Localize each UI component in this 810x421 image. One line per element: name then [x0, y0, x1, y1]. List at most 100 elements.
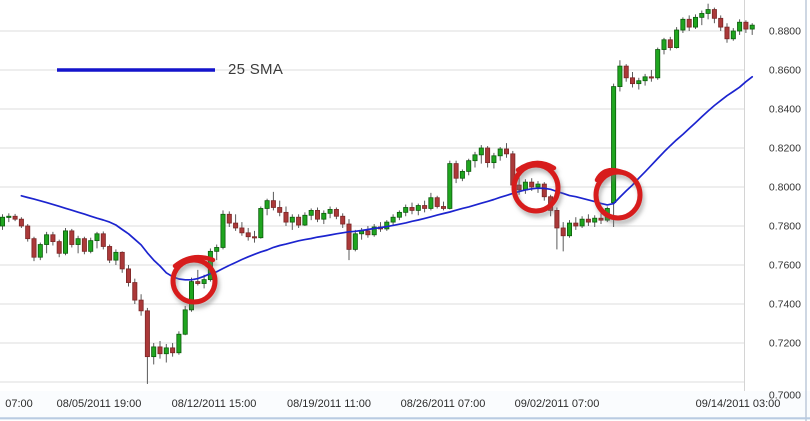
annotation-ellipse [170, 257, 218, 305]
x-axis-label: 09/02/2011 07:00 [515, 398, 600, 410]
candle-body [403, 207, 409, 213]
candlestick-down [233, 214, 239, 231]
candlestick-up [390, 214, 396, 226]
candle-body [674, 29, 680, 48]
candle-body [258, 208, 264, 239]
candle-body [516, 184, 522, 191]
candle-body [94, 233, 100, 242]
candle-body [308, 209, 314, 216]
y-axis-label: 0.7800 [769, 221, 801, 233]
candlestick-up [693, 14, 699, 30]
annotation-circle [593, 168, 643, 221]
candlestick-up [636, 77, 642, 90]
y-axis-label: 0.8200 [769, 143, 801, 155]
candle-body [144, 310, 150, 358]
candle-body [201, 279, 207, 284]
candlestick-up [592, 215, 598, 227]
candle-body [119, 251, 125, 270]
candlestick-down [107, 244, 113, 264]
annotation-tail [172, 254, 216, 269]
candlestick-down [485, 146, 491, 168]
sma-legend-label: 25 SMA [228, 61, 284, 78]
candle-body [365, 230, 371, 236]
candle-body [214, 247, 220, 252]
annotation-circle [170, 254, 218, 305]
candlestick-up [478, 145, 484, 164]
candle-body [88, 240, 94, 252]
candle-body [661, 39, 667, 50]
candlestick-up [6, 213, 12, 223]
candlestick-down [283, 206, 289, 226]
y-axis-label: 0.8400 [769, 104, 801, 116]
candlestick-up [0, 214, 5, 230]
candlestick-up [705, 3, 711, 20]
candlestick-down [170, 343, 176, 357]
candle-body [567, 222, 573, 237]
candlestick-down [573, 217, 579, 230]
candle-body [321, 212, 327, 220]
candle-body [686, 18, 692, 28]
candlestick-up [289, 214, 295, 230]
candlestick-down [119, 251, 125, 273]
candlestick-up [94, 231, 100, 249]
candlestick-down [667, 36, 673, 51]
candle-body [737, 21, 743, 32]
candlestick-down [598, 213, 604, 225]
candlestick-up [302, 212, 308, 226]
candlestick-up [182, 305, 188, 336]
x-axis-label: 09/14/2011 03:00 [696, 398, 781, 410]
candlestick-down [724, 23, 730, 43]
candle-body [718, 17, 724, 28]
candlestick-down [226, 211, 232, 227]
x-axis-label: 08/12/2011 15:00 [172, 398, 257, 410]
candle-body [730, 30, 736, 40]
candle-body [81, 238, 87, 252]
candlestick-down [195, 269, 201, 286]
candle-body [655, 49, 661, 79]
candlestick-up [176, 331, 182, 355]
candle-body [585, 218, 591, 223]
candle-body [598, 217, 604, 221]
candle-body [100, 233, 106, 247]
candle-body [711, 9, 717, 19]
candle-body [749, 24, 755, 30]
candlestick-up [655, 47, 661, 80]
candlestick-up [327, 206, 333, 219]
candlestick-down [434, 195, 440, 209]
candlestick-up [151, 343, 157, 365]
x-axis-label: 08/19/2011 11:00 [287, 398, 371, 410]
candle-body [352, 233, 358, 250]
candle-body [296, 216, 302, 226]
candle-body [535, 183, 541, 188]
candle-body [478, 147, 484, 156]
candlestick-down [314, 207, 320, 223]
y-axis-label: 0.7000 [769, 390, 801, 402]
candlestick-up [459, 169, 465, 182]
y-axis-label: 0.8000 [769, 182, 801, 194]
candlestick-down [346, 219, 352, 261]
candlestick-down [333, 207, 339, 220]
candle-body [743, 21, 749, 30]
candle-body [151, 346, 157, 358]
candle-body [459, 170, 465, 179]
candle-body [18, 218, 24, 227]
candlestick-up [472, 151, 478, 168]
candle-body [503, 148, 509, 155]
y-axis-labels: 0.8800 0.8600 0.8400 0.8200 0.8000 0.7800 0.76… [769, 26, 801, 402]
candle-body [485, 147, 491, 164]
candlestick-up [188, 277, 194, 312]
candlestick-up [642, 73, 648, 86]
candle-body [415, 205, 421, 211]
sma-line [20, 75, 754, 281]
candlestick-down [365, 226, 371, 238]
candlestick-up [567, 220, 573, 238]
candle-body [529, 181, 535, 188]
candle-body [617, 65, 623, 87]
candle-body [138, 299, 144, 312]
candlestick-up [491, 152, 497, 169]
candle-body [270, 200, 276, 208]
candle-body [176, 333, 182, 354]
candlestick-down [409, 202, 415, 215]
candle-body [630, 77, 636, 85]
